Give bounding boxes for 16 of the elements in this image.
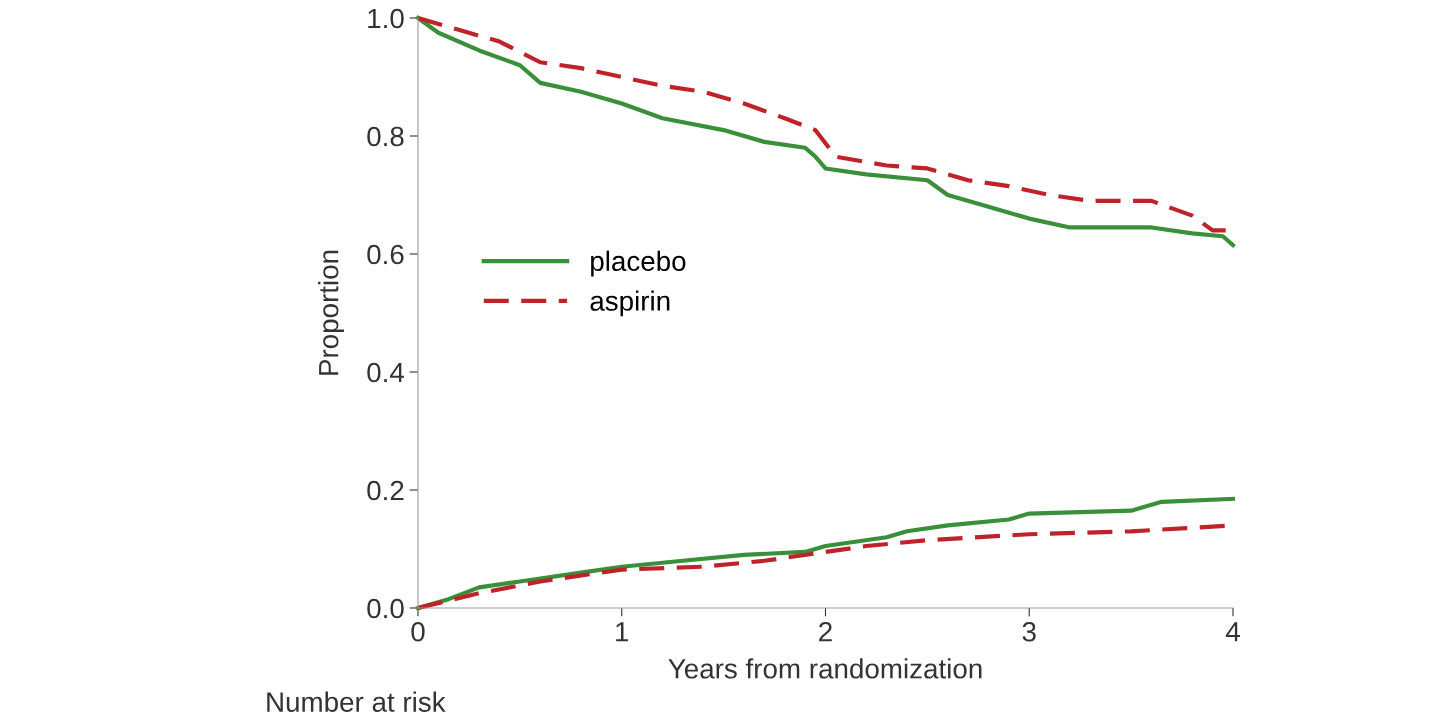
legend-label: aspirin <box>590 290 670 317</box>
y-axis-title: Proportion <box>318 250 344 375</box>
y-tick-label: 0.8 <box>367 126 404 147</box>
y-tick-label: 0.2 <box>367 480 404 501</box>
y-tick-label: 1.0 <box>368 8 404 29</box>
y-tick-label: 0.4 <box>367 362 404 383</box>
x-tick-label: 1 <box>616 622 629 642</box>
x-tick-label: 3 <box>1022 621 1036 642</box>
x-tick-label: 4 <box>1225 622 1240 642</box>
x-tick-label: 0 <box>411 621 425 642</box>
y-tick-label: 0.0 <box>367 598 404 619</box>
x-axis-title: Years from randomization <box>668 658 982 679</box>
text: Number at risk <box>267 691 446 712</box>
x-tick-label: 2 <box>819 621 832 642</box>
y-tick-label: 0.6 <box>367 244 404 265</box>
legend-label: placebo <box>591 250 686 277</box>
